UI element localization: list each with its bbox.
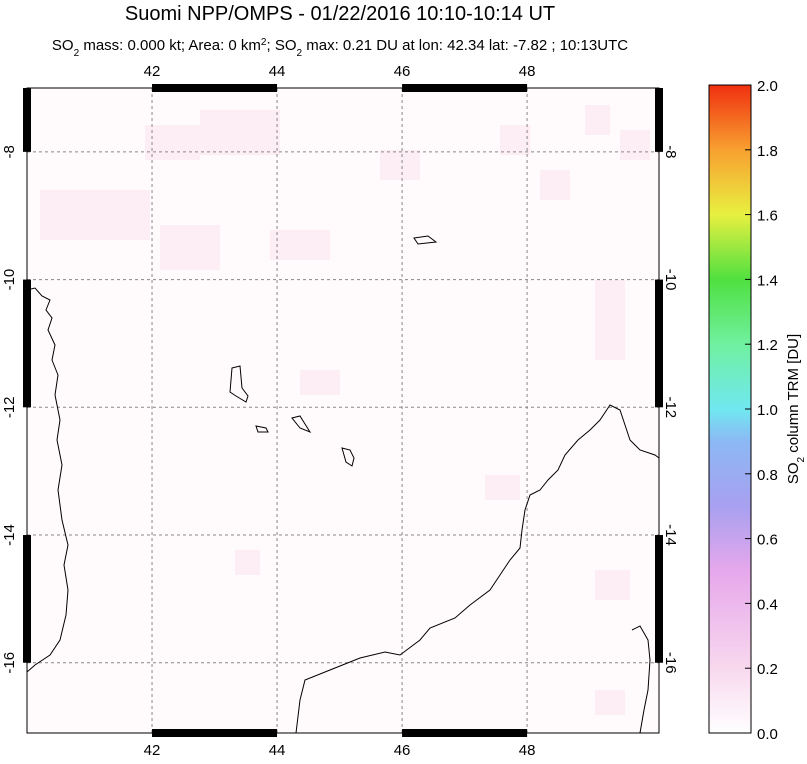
- colorbar-tick-label: 0.6: [757, 532, 778, 549]
- subscript: 2: [261, 37, 267, 48]
- text-part: max: 0.21 DU at lon: 42.34 lat: -7.82 ; …: [302, 37, 628, 54]
- y-tick-label: -10: [662, 269, 679, 291]
- subscript: 2: [74, 48, 80, 59]
- frame-bar: [655, 535, 663, 663]
- x-tick-label: 48: [519, 742, 536, 759]
- frame-bar: [23, 279, 31, 408]
- frame-bar: [152, 84, 278, 92]
- colorbar-tick-label: 1.6: [757, 208, 778, 225]
- x-tick-label: 46: [394, 742, 411, 759]
- chart-subtitle: SO2 mass: 0.000 kt; Area: 0 km2; SO2 max…: [52, 37, 628, 59]
- colorbar-tick-label: 0.8: [757, 467, 778, 484]
- text-part: SO: [785, 462, 802, 484]
- colorbar-tick-label: 0.2: [757, 661, 778, 678]
- frame-bar: [402, 729, 528, 737]
- y-tick-label: -12: [662, 396, 679, 418]
- colorbar-tick-label: 1.8: [757, 143, 778, 160]
- frame-bar: [402, 84, 528, 92]
- text-part: ; SO: [266, 37, 296, 54]
- subscript: 2: [796, 456, 807, 462]
- y-tick-label: -16: [662, 652, 679, 674]
- colorbar-tick-label: 2.0: [757, 78, 778, 95]
- chart-title: Suomi NPP/OMPS - 01/22/2016 10:10-10:14 …: [125, 3, 555, 25]
- y-tick-label: -12: [1, 396, 18, 418]
- so2-pixels: [40, 105, 650, 715]
- text-part: column TRM [DU]: [785, 334, 802, 457]
- frame-bar: [655, 279, 663, 408]
- frame-border: [26, 87, 660, 734]
- colorbar-label: SO2 column TRM [DU]: [785, 334, 807, 484]
- colorbar-tick-label: 1.0: [757, 402, 778, 419]
- x-tick-label: 44: [269, 63, 286, 80]
- colorbar-tick-label: 0.0: [757, 726, 778, 743]
- colorbar-tick-label: 1.2: [757, 337, 778, 354]
- coastlines: [26, 235, 660, 734]
- y-tick-label: -10: [1, 269, 18, 291]
- x-tick-label: 44: [269, 742, 286, 759]
- y-tick-label: -14: [662, 524, 679, 546]
- y-tick-label: -8: [662, 145, 679, 158]
- frame-bar: [23, 535, 31, 663]
- y-tick-label: -8: [1, 145, 18, 158]
- frame-bar: [655, 88, 663, 152]
- x-tick-label: 42: [144, 63, 161, 80]
- text-part: SO: [52, 37, 74, 54]
- colorbar-tick-label: 0.4: [757, 596, 778, 613]
- frame-bar: [152, 729, 278, 737]
- x-tick-label: 42: [144, 742, 161, 759]
- y-tick-label: -14: [1, 524, 18, 546]
- map-frame: [23, 84, 663, 737]
- colorbar-tick-label: 1.4: [757, 272, 778, 289]
- subscript: 2: [297, 48, 303, 59]
- x-tick-label: 46: [394, 63, 411, 80]
- x-tick-label: 48: [519, 63, 536, 80]
- frame-bar: [23, 88, 31, 152]
- colorbar: [708, 84, 752, 734]
- text-part: mass: 0.000 kt; Area: 0 km: [79, 37, 261, 54]
- y-tick-label: -16: [1, 652, 18, 674]
